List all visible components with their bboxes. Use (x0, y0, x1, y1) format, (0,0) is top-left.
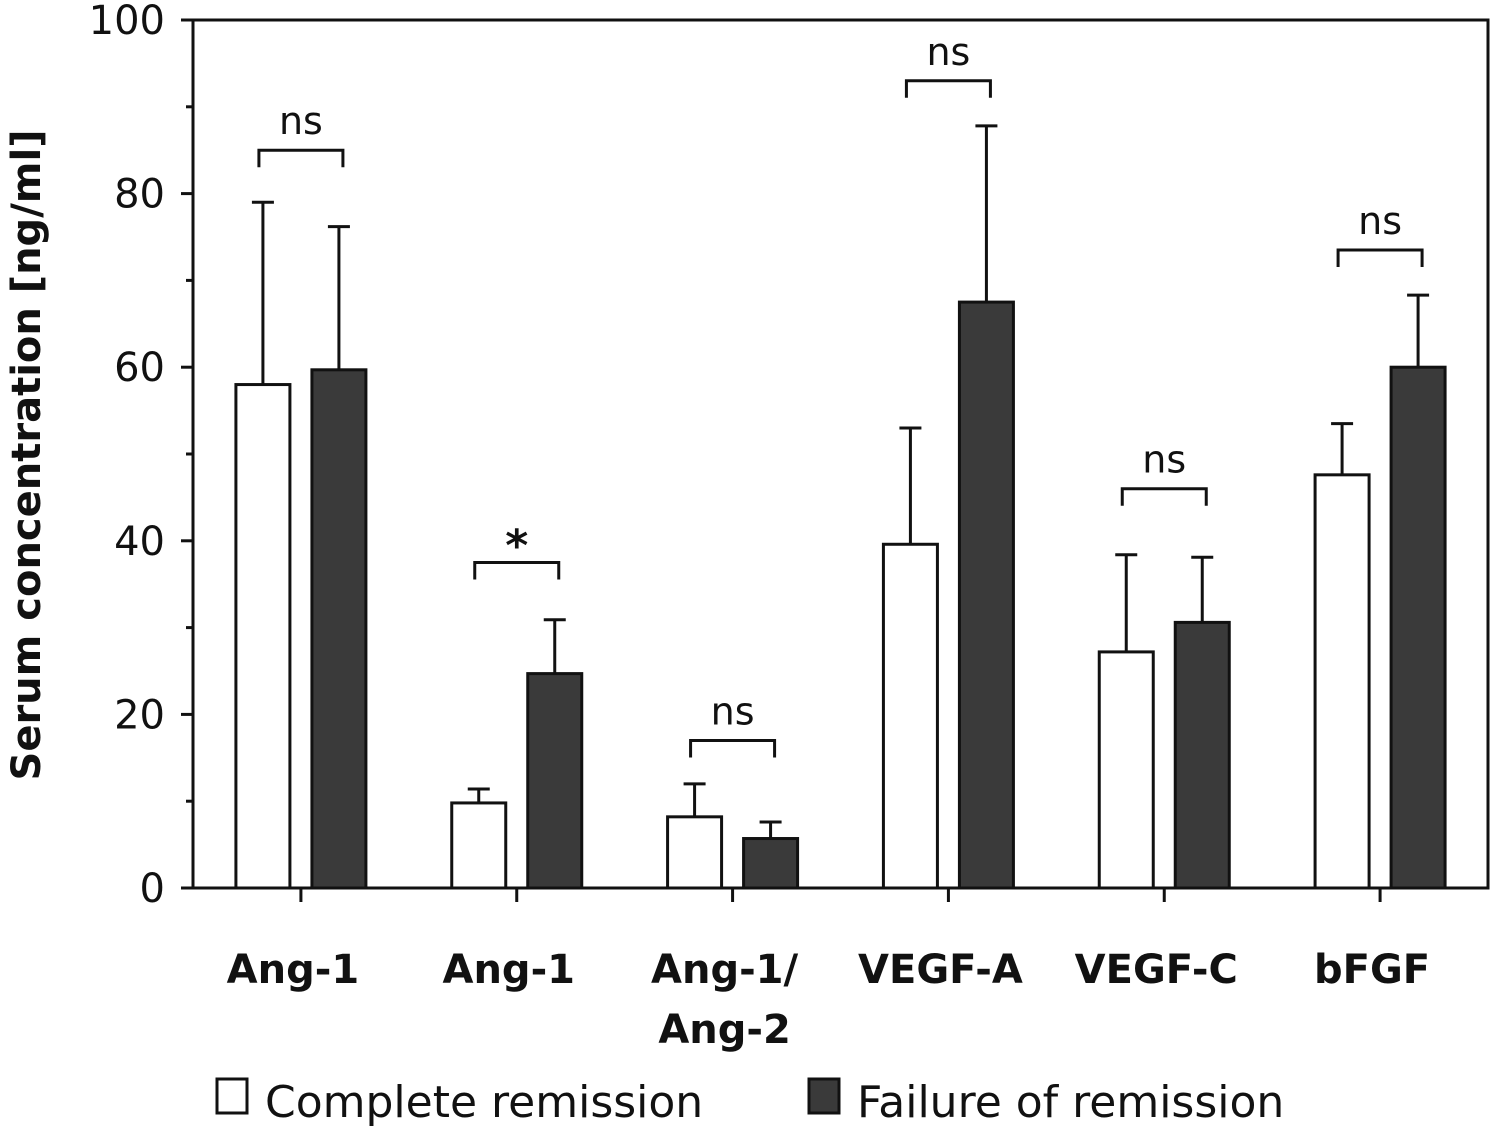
plot-frame (191, 18, 1490, 890)
chart-bars (234, 124, 1447, 890)
category-label: Ang-1 (443, 947, 576, 993)
bar-complete-remission (1097, 650, 1155, 890)
significance-label: ns (926, 30, 970, 74)
significance-bracket (904, 79, 992, 98)
y-tick-label: 60 (114, 345, 165, 391)
bar-complete-remission (666, 815, 724, 890)
category-labels: Ang-1 Ang-1 Ang-1/Ang-2 VEGF-A VEGF-C bFGF (227, 947, 1430, 1053)
legend: Complete remission Failure of remission (215, 1077, 1284, 1128)
bar-complete-remission (1313, 473, 1371, 890)
legend-label: Complete remission (265, 1077, 703, 1128)
bar-failure-of-remission (310, 368, 368, 890)
y-tick-label: 100 (89, 0, 165, 44)
chart-axes: 0 20 40 60 80 100 (89, 0, 1490, 912)
significance-label: * (505, 521, 528, 572)
category-label: Ang-1 (227, 947, 360, 993)
significance-bracket (257, 148, 345, 168)
significance-label: ns (711, 689, 755, 733)
category-label: VEGF-C (1075, 947, 1238, 993)
significance-label: ns (1142, 438, 1186, 482)
significance-bracket (473, 561, 561, 580)
y-tick-label: 40 (114, 519, 165, 565)
bar-complete-remission (450, 801, 508, 890)
bar-complete-remission (881, 542, 939, 890)
significance-brackets: ns * ns ns ns ns (257, 30, 1424, 758)
y-tick-label: 20 (114, 692, 165, 738)
significance-label: ns (1358, 199, 1402, 243)
category-label: Ang-2 (658, 1007, 791, 1053)
significance-bracket (1336, 248, 1424, 268)
bar-failure-of-remission (742, 837, 800, 890)
significance-label: ns (279, 99, 323, 143)
legend-swatch (807, 1077, 841, 1115)
legend-label: Failure of remission (857, 1077, 1284, 1128)
y-tick-label: 80 (114, 172, 165, 218)
category-label: VEGF-A (858, 947, 1023, 993)
y-axis-title: Serum concentration [ng/ml] (4, 130, 50, 781)
category-label: Ang-1/ (651, 947, 799, 993)
bar-failure-of-remission (1173, 620, 1231, 890)
bar-complete-remission (234, 383, 292, 890)
bar-failure-of-remission (957, 300, 1015, 890)
category-label: bFGF (1314, 947, 1430, 993)
bar-failure-of-remission (1389, 365, 1447, 890)
legend-swatch (215, 1077, 249, 1115)
significance-bracket (689, 738, 777, 758)
bar-failure-of-remission (526, 672, 584, 890)
significance-bracket (1120, 487, 1208, 506)
y-tick-label: 0 (140, 866, 165, 912)
